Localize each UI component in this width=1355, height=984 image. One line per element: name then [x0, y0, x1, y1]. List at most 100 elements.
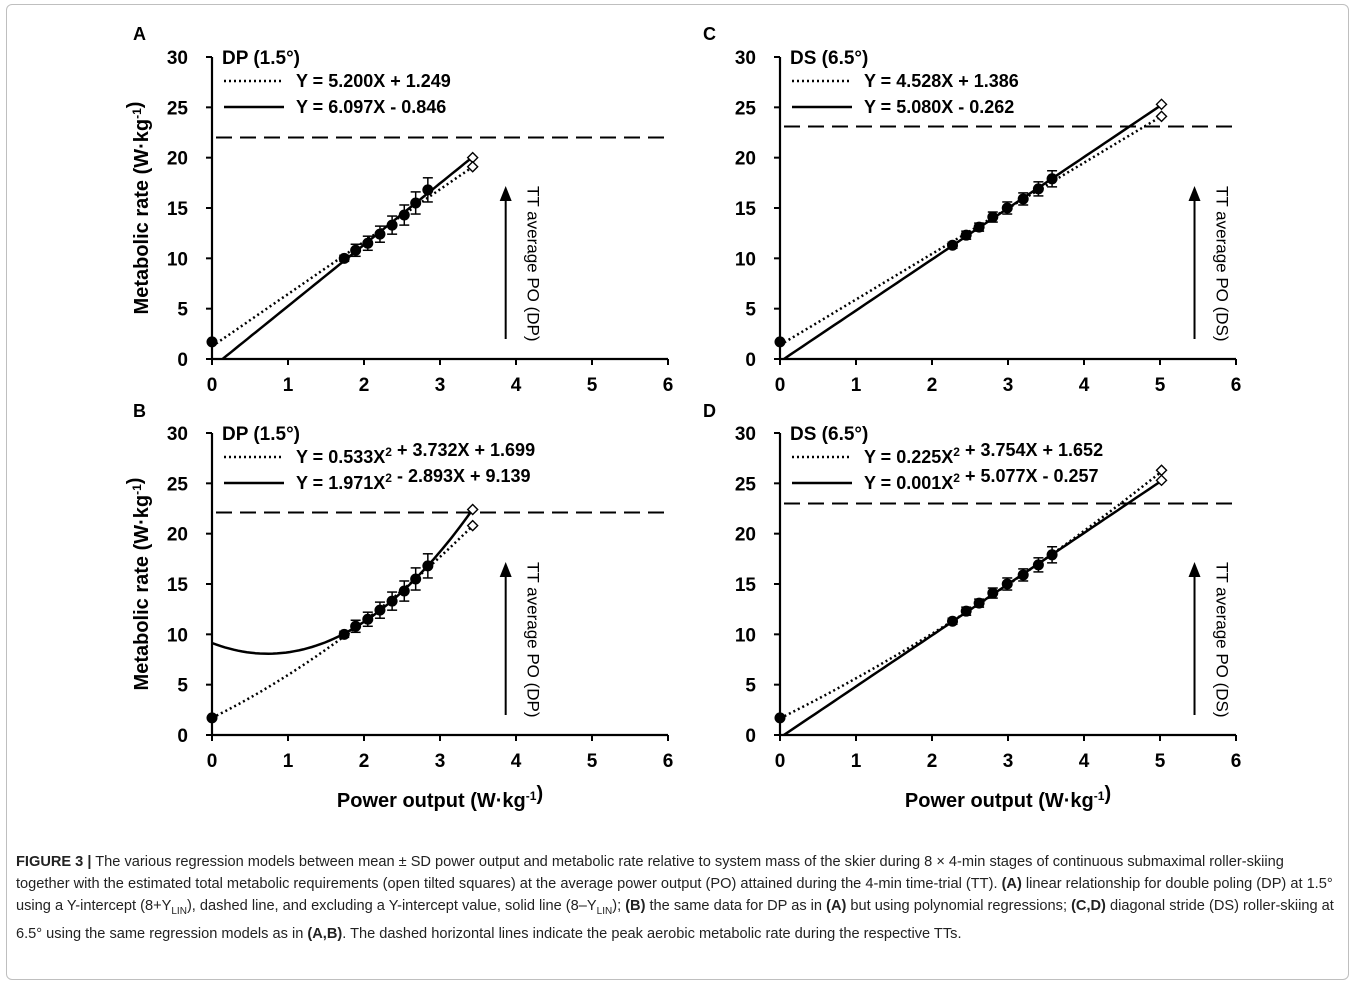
x-tick-label: 5	[587, 375, 598, 396]
y-tick-label: 30	[167, 424, 188, 445]
y-tick-label: 20	[735, 525, 756, 546]
x-tick-label: 2	[359, 751, 370, 772]
caption-label: FIGURE 3 |	[16, 854, 92, 870]
panel-title: DS (6.5°)	[790, 424, 868, 445]
y-tick-label: 5	[177, 300, 188, 321]
x-tick-label: 2	[927, 375, 938, 396]
caption-text: );	[612, 898, 626, 914]
y-tick-label: 0	[177, 726, 188, 747]
panel-label: C	[703, 24, 716, 44]
data-point	[374, 228, 386, 240]
data-point	[960, 229, 972, 241]
data-point	[947, 615, 959, 627]
panel-title: DS (6.5°)	[790, 48, 868, 69]
tt-estimate-marker	[1155, 474, 1168, 487]
chart-panel-D: D 0 5 10 15 20 25 30 0 1 2 3 4 5 6 Power output (W·kg-1…	[703, 401, 1241, 812]
data-point	[362, 237, 374, 249]
y-tick-label: 0	[177, 350, 188, 371]
panel-title: DP (1.5°)	[222, 424, 300, 445]
data-point	[338, 252, 350, 264]
tt-estimate-marker	[1155, 98, 1168, 111]
intercept-point	[774, 712, 786, 724]
caption-panel-ref: (A,B)	[307, 925, 343, 942]
tt-arrow-head	[1188, 562, 1201, 577]
y-tick-label: 20	[167, 149, 188, 170]
x-axis-label: Power output (W·kg-1)	[905, 783, 1111, 812]
caption-text: diagonal stride (DS) roller-skiing at 6.…	[16, 898, 1334, 942]
fit-line-solid	[783, 479, 1163, 737]
fit-line-dotted	[779, 470, 1163, 720]
tt-estimate-marker	[1155, 110, 1168, 123]
y-tick-label: 30	[735, 424, 756, 445]
data-point	[338, 628, 350, 640]
tt-estimate-marker	[466, 503, 479, 516]
y-tick-label: 5	[177, 676, 188, 697]
y-tick-label: 30	[167, 48, 188, 69]
caption-text: LIN	[171, 905, 187, 917]
chart-panel-A: A 0 5 10 15 20 25 30 0 1 2 3 4 5 6 Metabolic rate (W·kg…	[124, 24, 673, 396]
data-point	[410, 573, 422, 585]
y-tick-label: 10	[167, 625, 188, 646]
y-axis-label: Metabolic rate (W·kg-1)	[124, 478, 153, 691]
y-tick-label: 0	[745, 726, 756, 747]
y-tick-label: 10	[735, 625, 756, 646]
x-tick-label: 1	[851, 751, 862, 772]
data-point	[947, 239, 959, 251]
data-point	[422, 184, 434, 196]
data-point	[973, 221, 985, 233]
y-tick-label: 25	[167, 474, 189, 495]
x-tick-label: 6	[663, 751, 674, 772]
x-tick-label: 4	[511, 751, 522, 772]
panel-label: D	[703, 401, 716, 421]
x-tick-label: 0	[775, 751, 786, 772]
data-point	[1046, 549, 1058, 561]
data-point	[362, 613, 374, 625]
caption-text: The various regression models between me…	[16, 854, 1284, 892]
caption-text: ), dashed line, and excluding a Y-interc…	[186, 898, 597, 914]
x-tick-label: 3	[1003, 375, 1014, 396]
caption-text: linear relationship for double poling (D…	[16, 876, 1333, 914]
x-tick-label: 3	[1003, 751, 1014, 772]
tt-arrow-label: TT average PO (DS)	[1213, 186, 1232, 342]
tt-arrow-label: TT average PO (DP)	[524, 562, 543, 718]
y-tick-label: 5	[745, 300, 756, 321]
data-point	[374, 604, 386, 616]
x-tick-label: 5	[587, 751, 598, 772]
legend-label: Y = 1.971X2 - 2.893X + 9.139	[296, 466, 531, 493]
data-point	[410, 197, 422, 209]
caption-panel-ref: (B)	[625, 898, 646, 914]
x-tick-label: 6	[1231, 375, 1242, 396]
data-point	[398, 585, 410, 597]
y-tick-label: 30	[735, 48, 756, 69]
legend-label: Y = 5.080X - 0.262	[864, 97, 1014, 117]
legend-label: Y = 5.200X + 1.249	[296, 71, 451, 91]
y-tick-label: 25	[735, 474, 757, 495]
intercept-point	[774, 336, 786, 348]
data-point	[973, 597, 985, 609]
caption-text: the same data for DP as in	[645, 898, 827, 914]
tt-arrow-label: TT average PO (DS)	[1213, 562, 1232, 718]
x-tick-label: 0	[207, 375, 218, 396]
legend-label: Y = 4.528X + 1.386	[864, 71, 1019, 91]
x-tick-label: 4	[511, 375, 522, 396]
legend-label: Y = 0.001X2 + 5.077X - 0.257	[864, 466, 1099, 493]
fit-line-dotted	[779, 115, 1163, 347]
intercept-point	[206, 712, 218, 724]
panel-title: DP (1.5°)	[222, 48, 300, 69]
figure-caption: FIGURE 3 | The various regression models…	[16, 851, 1341, 945]
caption-text: but using polynomial regressions;	[846, 898, 1072, 914]
x-tick-label: 4	[1079, 751, 1090, 772]
x-tick-label: 5	[1155, 751, 1166, 772]
y-tick-label: 20	[167, 525, 188, 546]
intercept-point	[206, 336, 218, 348]
x-tick-label: 6	[663, 375, 674, 396]
y-tick-label: 10	[167, 249, 188, 270]
x-tick-label: 1	[283, 375, 294, 396]
tt-arrow-label: TT average PO (DP)	[524, 186, 543, 342]
data-point	[422, 560, 434, 572]
panel-label: B	[133, 401, 146, 421]
data-point	[1001, 578, 1013, 590]
data-point	[398, 209, 410, 221]
data-point	[1001, 202, 1013, 214]
